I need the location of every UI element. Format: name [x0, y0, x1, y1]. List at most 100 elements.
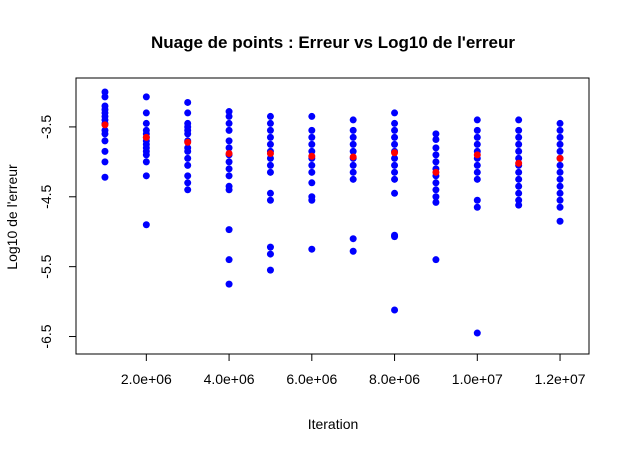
blue-data-point	[266, 140, 274, 148]
blue-data-point	[308, 147, 316, 155]
blue-data-point	[391, 109, 399, 117]
red-data-point	[349, 153, 357, 161]
blue-data-point	[308, 245, 316, 253]
blue-data-point	[308, 168, 316, 176]
blue-data-point	[266, 266, 274, 274]
blue-data-point	[225, 126, 233, 134]
blue-data-point	[473, 196, 481, 204]
x-tick-label: 2.0e+06	[121, 371, 172, 387]
blue-data-point	[142, 221, 150, 229]
blue-data-point	[515, 116, 523, 124]
y-axis-label: Log10 de l'erreur	[4, 164, 20, 270]
blue-data-point	[266, 154, 274, 162]
blue-data-point	[184, 130, 192, 138]
blue-data-point	[266, 161, 274, 169]
blue-data-point	[556, 189, 564, 197]
blue-data-point	[184, 172, 192, 180]
blue-data-point	[556, 168, 564, 176]
blue-data-point	[225, 108, 233, 116]
blue-data-point	[349, 140, 357, 148]
x-tick-label: 8.0e+06	[369, 371, 420, 387]
blue-data-point	[349, 235, 357, 243]
blue-data-point	[515, 182, 523, 190]
red-data-point	[101, 121, 109, 129]
blue-data-point	[391, 119, 399, 127]
blue-data-point	[556, 182, 564, 190]
blue-data-point	[308, 133, 316, 141]
blue-data-point	[225, 172, 233, 180]
blue-data-point	[142, 119, 150, 127]
blue-data-point	[349, 247, 357, 255]
blue-data-point	[432, 256, 440, 264]
data-points	[101, 88, 564, 337]
blue-data-point	[556, 175, 564, 183]
blue-data-point	[432, 179, 440, 187]
red-data-point	[515, 159, 523, 167]
blue-data-point	[266, 168, 274, 176]
blue-data-point	[225, 165, 233, 173]
blue-data-point	[308, 161, 316, 169]
blue-data-point	[101, 137, 109, 145]
blue-data-point	[432, 135, 440, 143]
y-tick-label: -3.5	[38, 115, 54, 139]
red-data-point	[432, 168, 440, 176]
blue-data-point	[142, 109, 150, 117]
blue-data-point	[225, 280, 233, 288]
blue-data-point	[391, 189, 399, 197]
blue-data-point	[432, 144, 440, 152]
blue-data-point	[391, 140, 399, 148]
blue-data-point	[391, 175, 399, 183]
blue-data-point	[184, 147, 192, 155]
blue-data-point	[473, 126, 481, 134]
blue-data-point	[225, 112, 233, 120]
blue-data-point	[101, 173, 109, 181]
blue-data-point	[515, 196, 523, 204]
blue-data-point	[391, 233, 399, 241]
blue-data-point	[101, 93, 109, 101]
blue-data-point	[266, 119, 274, 127]
blue-data-point	[142, 158, 150, 166]
blue-data-point	[473, 116, 481, 124]
x-axis-label: Iteration	[308, 416, 359, 432]
y-axis: -3.5 -4.5 -5.5 -6.5	[38, 115, 77, 349]
blue-data-point	[349, 116, 357, 124]
blue-data-point	[142, 93, 150, 101]
blue-data-point	[308, 140, 316, 148]
blue-data-point	[225, 226, 233, 234]
blue-data-point	[184, 186, 192, 194]
blue-data-point	[184, 161, 192, 169]
blue-data-point	[515, 126, 523, 134]
blue-data-point	[391, 306, 399, 314]
blue-data-point	[349, 161, 357, 169]
x-tick-label: 1.0e+07	[452, 371, 503, 387]
red-data-point	[225, 149, 233, 157]
blue-data-point	[184, 109, 192, 117]
blue-data-point	[184, 154, 192, 162]
blue-data-point	[473, 168, 481, 176]
blue-data-point	[225, 186, 233, 194]
blue-data-point	[473, 175, 481, 183]
blue-data-point	[432, 186, 440, 194]
red-data-point	[266, 149, 274, 157]
blue-data-point	[266, 189, 274, 197]
blue-data-point	[225, 144, 233, 152]
blue-data-point	[432, 158, 440, 166]
blue-data-point	[391, 126, 399, 134]
y-tick-label: -6.5	[38, 324, 54, 348]
blue-data-point	[473, 203, 481, 211]
blue-data-point	[101, 147, 109, 155]
blue-data-point	[432, 130, 440, 138]
x-tick-label: 1.2e+07	[535, 371, 586, 387]
red-data-point	[184, 138, 192, 146]
blue-data-point	[225, 137, 233, 145]
blue-data-point	[266, 250, 274, 258]
blue-data-point	[225, 256, 233, 264]
blue-data-point	[556, 147, 564, 155]
red-data-point	[142, 133, 150, 141]
blue-data-point	[515, 147, 523, 155]
blue-data-point	[432, 198, 440, 206]
blue-data-point	[142, 172, 150, 180]
blue-data-point	[391, 168, 399, 176]
blue-data-point	[515, 154, 523, 162]
blue-data-point	[184, 98, 192, 106]
